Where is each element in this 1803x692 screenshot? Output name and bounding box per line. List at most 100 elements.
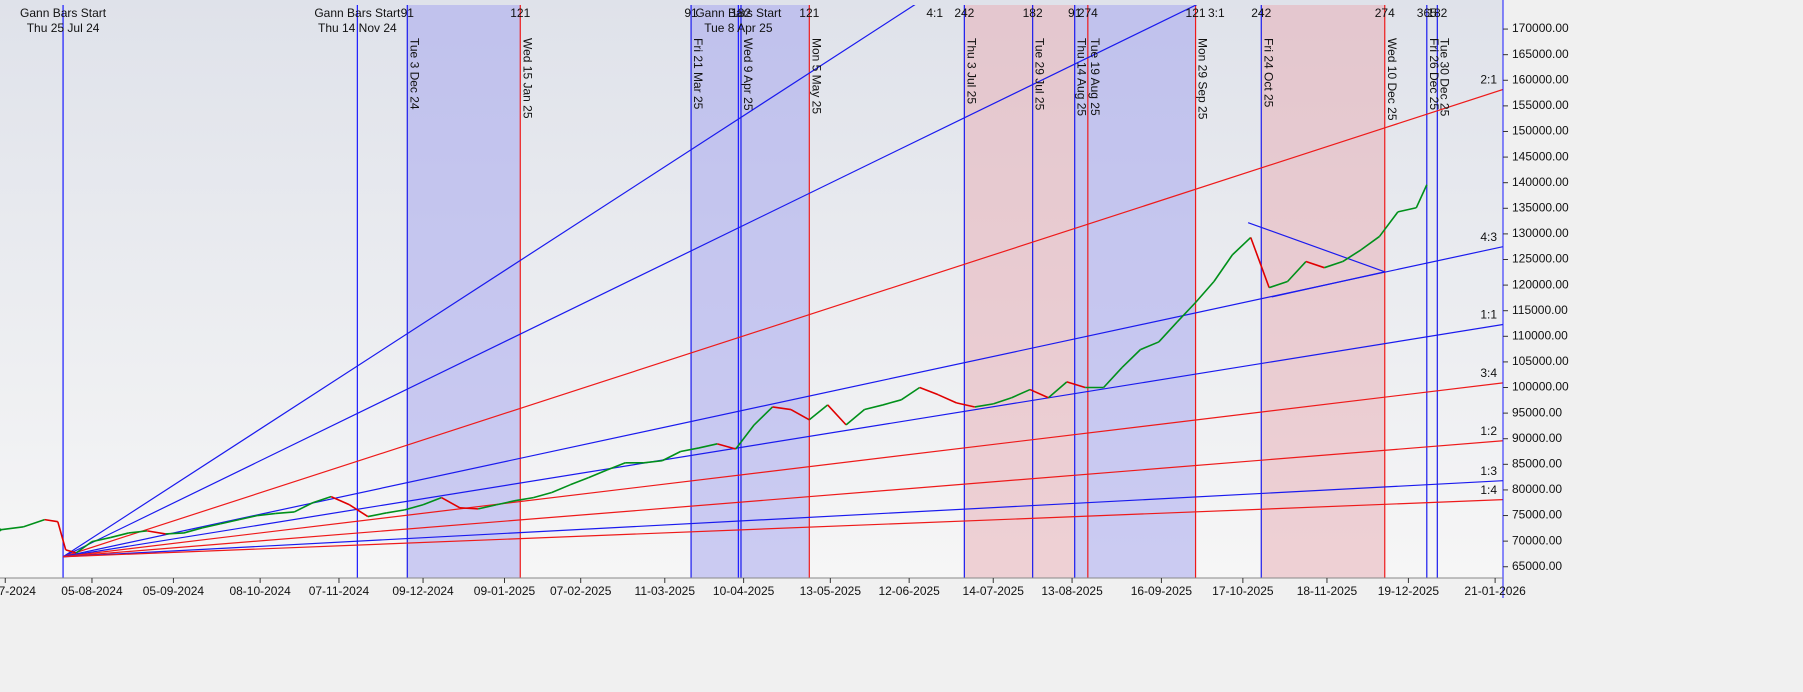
x-tick-label: 05-08-2024 xyxy=(61,584,123,598)
event-label: Thu 14 Aug 25 xyxy=(1075,38,1089,116)
price-segment xyxy=(44,518,58,523)
price-segment xyxy=(23,518,45,528)
gann-fan-line xyxy=(63,499,1503,558)
bar-count: 365 xyxy=(1417,6,1437,20)
bar-count: 274 xyxy=(1078,6,1098,20)
price-segment xyxy=(1011,388,1031,399)
price-segment xyxy=(808,404,829,421)
price-segment xyxy=(57,521,67,551)
bar-count: 121 xyxy=(510,6,530,20)
price-segment xyxy=(91,536,111,543)
price-segment xyxy=(698,443,718,449)
price-segment xyxy=(1415,184,1428,209)
gann-fan-line xyxy=(62,5,1198,558)
price-segment xyxy=(956,402,976,408)
price-segment xyxy=(717,443,736,450)
y-tick-label: 145000.00 xyxy=(1512,149,1569,163)
price-segment xyxy=(1158,321,1178,343)
price-segment xyxy=(220,518,240,525)
bar-count: 91 xyxy=(684,6,698,20)
price-segment xyxy=(478,503,497,510)
fan-label: 4:1 xyxy=(926,6,943,20)
price-segment xyxy=(1342,249,1362,263)
price-segment xyxy=(1305,260,1325,269)
y-tick-label: 70000.00 xyxy=(1512,533,1562,547)
y-tick-label: 160000.00 xyxy=(1512,72,1569,86)
price-segment xyxy=(1140,341,1160,351)
y-tick-label: 95000.00 xyxy=(1512,405,1562,419)
price-segment xyxy=(680,447,700,453)
price-segment xyxy=(128,530,148,534)
bar-count: 91 xyxy=(401,6,415,20)
price-segment xyxy=(661,450,681,462)
x-tick-label: 09-12-2024 xyxy=(392,584,454,598)
fan-label: 3:4 xyxy=(1480,366,1497,380)
y-tick-label: 90000.00 xyxy=(1512,431,1562,445)
price-segment xyxy=(422,496,442,506)
price-segment xyxy=(367,512,387,518)
price-segment xyxy=(643,459,663,464)
price-segment xyxy=(459,507,479,510)
price-segment xyxy=(165,532,184,535)
event-label: Thu 3 Jul 25 xyxy=(964,38,978,104)
x-tick-label: 13-08-2025 xyxy=(1041,584,1103,598)
bar-count: 91 xyxy=(1068,6,1082,20)
gann-fan-line xyxy=(62,323,1503,558)
shaded-span xyxy=(1074,5,1196,578)
x-tick-label: 08-10-2024 xyxy=(229,584,291,598)
price-segment xyxy=(65,549,77,554)
x-tick-label: 17-10-2025 xyxy=(1212,584,1274,598)
trend-line xyxy=(1271,271,1385,298)
x-tick-label: 18-11-2025 xyxy=(1297,584,1358,598)
price-segment xyxy=(1397,206,1417,213)
bar-count: 182 xyxy=(1023,6,1043,20)
x-tick-label: 07-11-2024 xyxy=(309,584,370,598)
price-segment xyxy=(533,491,553,499)
bar-count: 242 xyxy=(954,6,974,20)
event-label: Tue 3 Dec 24 xyxy=(407,38,421,110)
y-tick-label: 110000.00 xyxy=(1512,328,1568,342)
price-segment xyxy=(330,495,350,506)
price-segment xyxy=(772,406,792,411)
price-segment xyxy=(864,404,884,411)
y-tick-label: 75000.00 xyxy=(1512,508,1562,522)
fan-label: 1:2 xyxy=(1480,424,1497,438)
fan-label: 1:1 xyxy=(1480,308,1497,322)
x-tick-label: 09-01-2025 xyxy=(474,584,536,598)
gann-start-date: Thu 14 Nov 24 xyxy=(318,21,397,35)
bar-count: 121 xyxy=(799,6,819,20)
price-segment xyxy=(75,540,93,554)
gann-start-title: Gann Bars Start xyxy=(695,6,782,20)
price-segment xyxy=(1066,381,1086,389)
price-segment xyxy=(937,393,957,404)
y-tick-label: 140000.00 xyxy=(1512,175,1569,189)
event-label: Mon 5 May 25 xyxy=(809,38,823,114)
gann-fan-line xyxy=(62,5,916,558)
shaded-span xyxy=(691,5,810,578)
price-segment xyxy=(1121,349,1141,369)
gann-fan-line xyxy=(63,480,1503,558)
price-segment xyxy=(882,399,902,406)
y-tick-label: 150000.00 xyxy=(1512,124,1569,138)
event-label: Fri 26 Dec 25 xyxy=(1427,38,1441,110)
price-segment xyxy=(293,502,314,513)
y-tick-label: 170000.00 xyxy=(1512,21,1569,35)
price-segment xyxy=(919,386,939,396)
y-tick-label: 130000.00 xyxy=(1512,226,1569,240)
event-label: Tue 30 Dec 25 xyxy=(1437,38,1451,117)
gann-fan-line xyxy=(62,382,1503,558)
price-segment xyxy=(110,532,129,539)
y-tick-label: 80000.00 xyxy=(1512,482,1562,496)
event-label: Tue 19 Aug 25 xyxy=(1088,38,1102,116)
price-segment xyxy=(202,522,221,529)
fan-label: 4:3 xyxy=(1480,230,1497,244)
price-segment xyxy=(790,408,810,421)
fan-label: 2:1 xyxy=(1480,73,1497,87)
price-segment xyxy=(441,496,461,509)
gann-start-date: Tue 8 Apr 25 xyxy=(704,21,773,35)
fan-label: 1:3 xyxy=(1480,464,1497,478)
price-segment xyxy=(827,404,847,426)
bar-count: 242 xyxy=(1251,6,1271,20)
gann-fan-line xyxy=(62,246,1503,558)
